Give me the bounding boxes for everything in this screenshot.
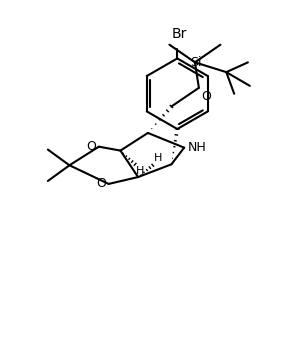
Text: H: H bbox=[136, 166, 145, 176]
Text: H: H bbox=[154, 153, 162, 163]
Text: Br: Br bbox=[172, 27, 187, 41]
Text: O: O bbox=[201, 90, 211, 103]
Text: NH: NH bbox=[188, 141, 207, 154]
Text: O: O bbox=[86, 140, 96, 153]
Text: O: O bbox=[96, 177, 106, 190]
Text: Si: Si bbox=[190, 56, 202, 69]
